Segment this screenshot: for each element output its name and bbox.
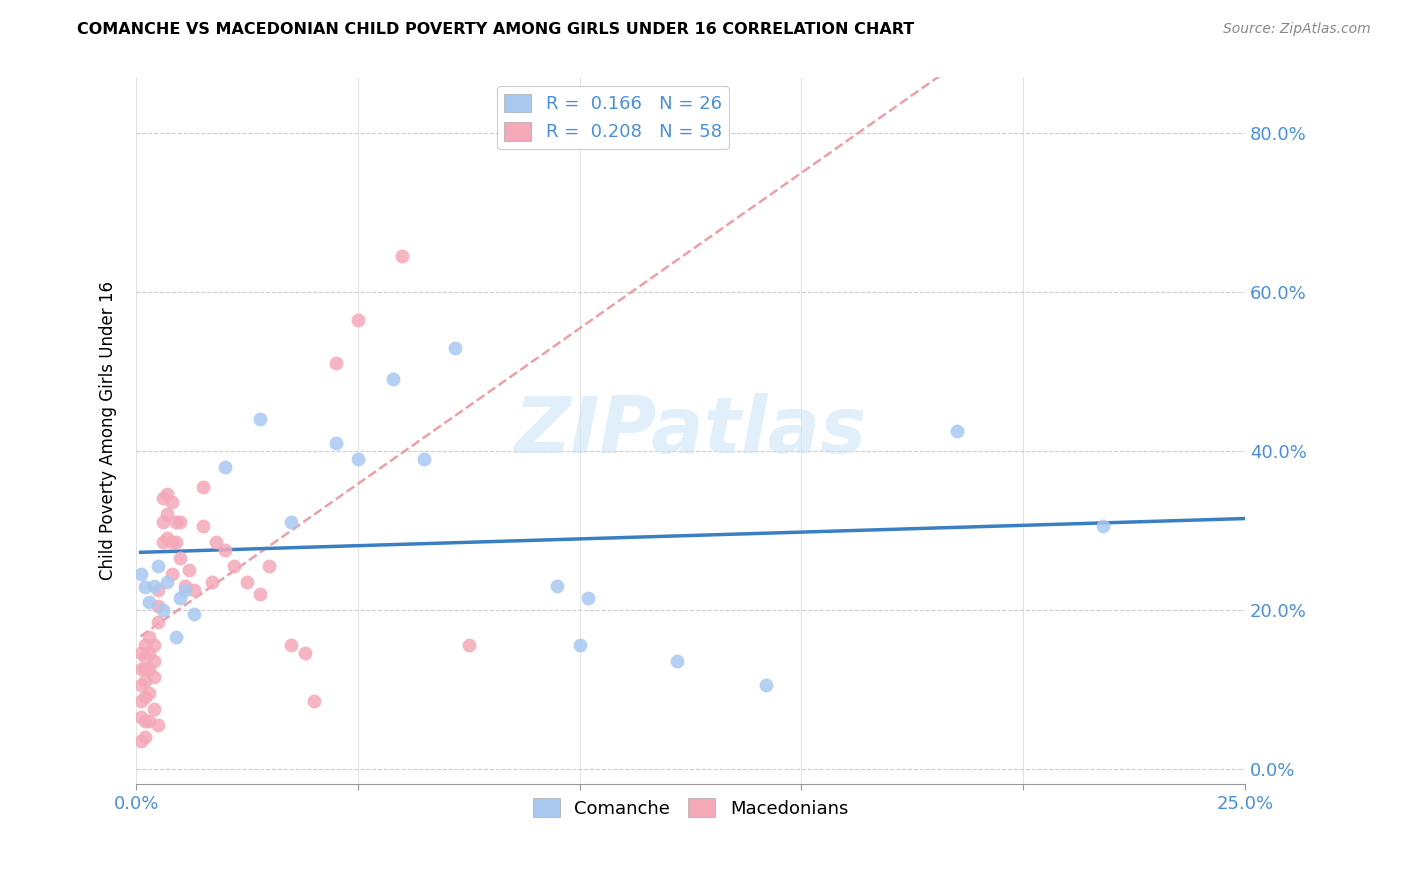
Point [183, 607, 205, 621]
Point [138, 631, 160, 645]
Point [174, 579, 197, 593]
Point [134, 674, 156, 689]
Point [214, 543, 236, 558]
Point [134, 730, 156, 744]
Point [152, 535, 174, 549]
Point [138, 646, 160, 660]
Point [129, 733, 152, 747]
Point [129, 662, 152, 676]
Point [191, 479, 214, 493]
Point [142, 702, 165, 716]
Point [457, 639, 479, 653]
Point [165, 631, 187, 645]
Point [129, 566, 152, 581]
Point [160, 495, 183, 509]
Text: Source: ZipAtlas.com: Source: ZipAtlas.com [1223, 22, 1371, 37]
Point [134, 650, 156, 665]
Point [169, 591, 191, 605]
Point [546, 579, 568, 593]
Point [444, 341, 467, 355]
Point [200, 574, 222, 589]
Point [302, 694, 325, 708]
Point [280, 516, 302, 530]
Point [257, 559, 280, 574]
Point [578, 591, 600, 605]
Point [347, 312, 370, 326]
Point [294, 646, 316, 660]
Point [138, 595, 160, 609]
Point [413, 451, 436, 466]
Point [148, 559, 170, 574]
Point [1091, 519, 1114, 533]
Point [148, 718, 170, 732]
Point [160, 535, 183, 549]
Point [138, 686, 160, 700]
Point [142, 579, 165, 593]
Point [568, 639, 591, 653]
Point [160, 566, 183, 581]
Point [156, 574, 179, 589]
Point [165, 535, 187, 549]
Point [666, 654, 689, 668]
Point [134, 639, 156, 653]
Point [148, 582, 170, 597]
Point [142, 654, 165, 668]
Point [391, 249, 413, 263]
Point [325, 435, 347, 450]
Point [134, 690, 156, 704]
Point [156, 508, 179, 522]
Point [174, 582, 197, 597]
Point [129, 694, 152, 708]
Point [382, 372, 405, 386]
Point [148, 615, 170, 629]
Point [148, 599, 170, 613]
Point [142, 670, 165, 684]
Point [156, 487, 179, 501]
Point [129, 646, 152, 660]
Point [249, 587, 271, 601]
Point [142, 639, 165, 653]
Point [169, 551, 191, 566]
Point [129, 710, 152, 724]
Point [134, 714, 156, 728]
Point [222, 559, 245, 574]
Point [205, 535, 228, 549]
Point [280, 639, 302, 653]
Point [152, 491, 174, 506]
Point [945, 424, 967, 438]
Point [325, 356, 347, 370]
Point [183, 582, 205, 597]
Legend: Comanche, Macedonians: Comanche, Macedonians [526, 791, 855, 825]
Point [214, 459, 236, 474]
Point [236, 574, 259, 589]
Point [134, 581, 156, 595]
Point [152, 516, 174, 530]
Point [134, 662, 156, 676]
Point [138, 714, 160, 728]
Point [179, 563, 201, 577]
Point [191, 519, 214, 533]
Point [152, 602, 174, 616]
Y-axis label: Child Poverty Among Girls Under 16: Child Poverty Among Girls Under 16 [100, 282, 117, 581]
Point [169, 516, 191, 530]
Point [138, 662, 160, 676]
Point [156, 531, 179, 545]
Text: COMANCHE VS MACEDONIAN CHILD POVERTY AMONG GIRLS UNDER 16 CORRELATION CHART: COMANCHE VS MACEDONIAN CHILD POVERTY AMO… [77, 22, 914, 37]
Point [129, 678, 152, 692]
Text: ZIPatlas: ZIPatlas [515, 393, 866, 469]
Point [347, 451, 370, 466]
Point [249, 412, 271, 426]
Point [755, 678, 778, 692]
Point [165, 516, 187, 530]
